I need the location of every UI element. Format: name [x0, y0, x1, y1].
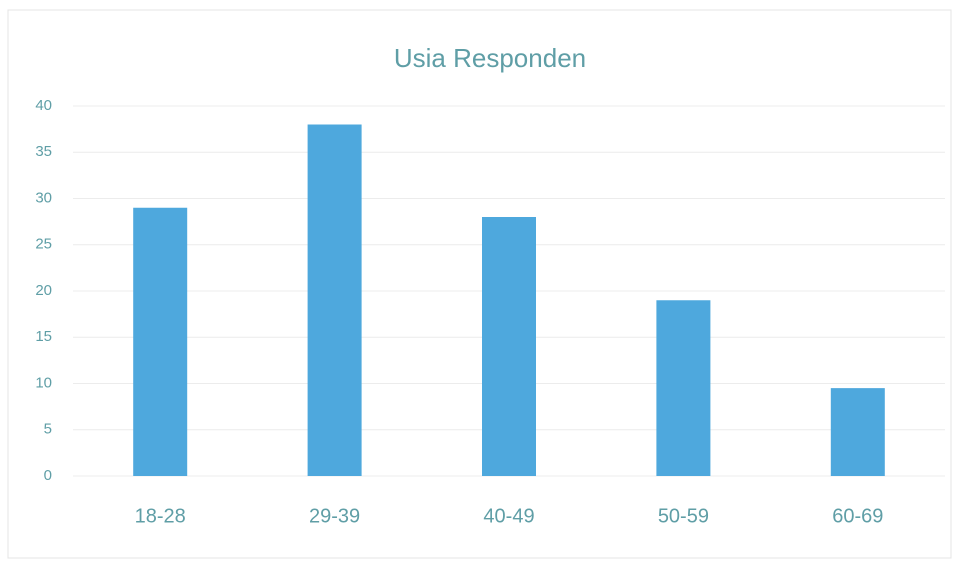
y-tick-label: 0: [44, 467, 52, 484]
y-tick-label: 30: [35, 189, 52, 206]
y-tick-label: 35: [35, 143, 52, 160]
bar: [656, 300, 711, 476]
x-tick-label: 18-28: [135, 505, 186, 527]
y-tick-label: 20: [35, 282, 52, 299]
bar: [482, 217, 536, 476]
y-tick-label: 40: [35, 97, 52, 114]
y-tick-label: 25: [35, 236, 52, 253]
x-tick-label: 50-59: [658, 505, 709, 527]
x-tick-label: 40-49: [483, 505, 534, 527]
y-tick-label: 10: [35, 374, 52, 391]
bar: [307, 124, 362, 476]
x-tick-label: 60-69: [832, 505, 883, 527]
y-tick-label: 5: [44, 421, 52, 438]
bar: [133, 207, 188, 476]
chart-title: Usia Responden: [394, 43, 586, 73]
y-tick-label: 15: [35, 328, 52, 345]
x-tick-label: 29-39: [309, 505, 360, 527]
bar: [830, 388, 885, 476]
